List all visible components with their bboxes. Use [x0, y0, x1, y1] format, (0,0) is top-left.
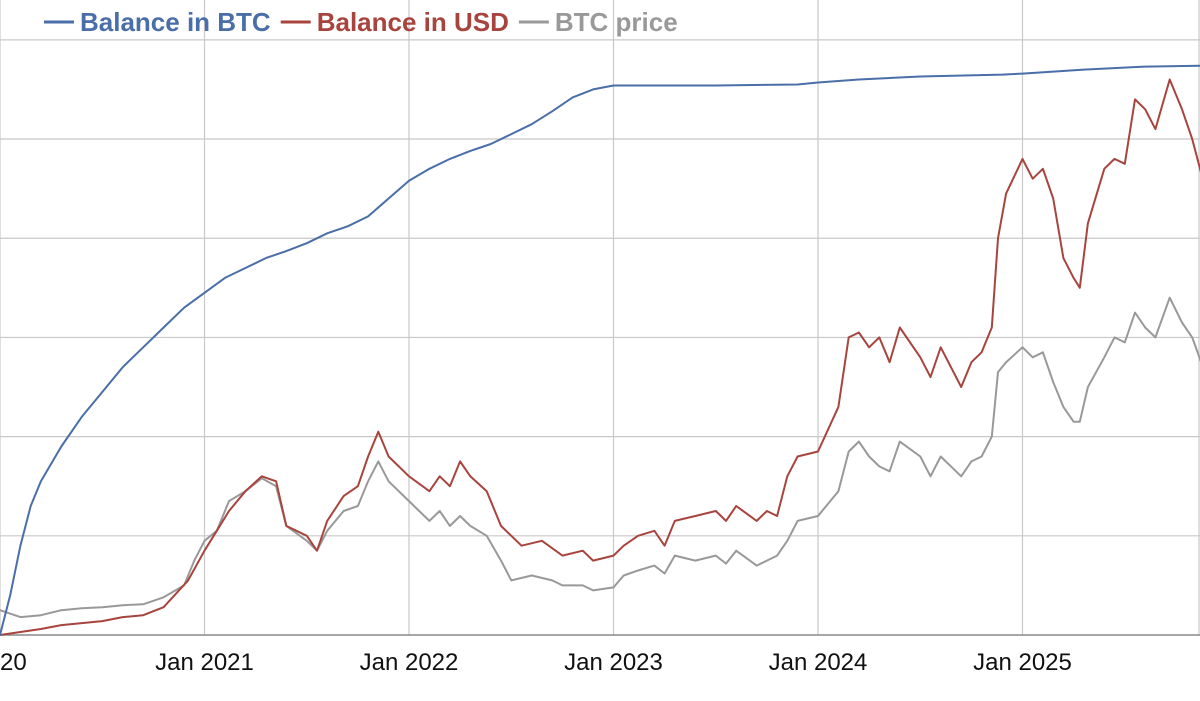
x-tick-label-1: Jan 2021: [155, 649, 254, 676]
legend-label-btc-price: BTC price: [555, 7, 678, 37]
x-tick-label-4: Jan 2024: [769, 649, 868, 676]
x-axis: 2020 Jan 2021 Jan 2022 Jan 2023 Jan 2024 Jan …: [0, 649, 1072, 676]
series-line-btc-price: [0, 296, 1200, 619]
legend-label-balance-in-usd: Balance in USD: [317, 7, 509, 37]
x-tick-label-0: 2020: [0, 649, 27, 676]
horizontal-gridlines: [0, 39, 1200, 636]
series-line-balance-in-btc: [0, 64, 1200, 636]
x-tick-label-2: Jan 2022: [360, 649, 459, 676]
series-layer: [0, 64, 1200, 636]
legend: Balance in BTC Balance in USD BTC price: [44, 7, 678, 37]
series-line-balance-in-usd: [0, 78, 1200, 636]
vertical-gridlines: [0, 0, 1200, 635]
x-tick-label-3: Jan 2023: [564, 649, 663, 676]
x-tick-label-5: Jan 2025: [973, 649, 1072, 676]
legend-label-balance-in-btc: Balance in BTC: [80, 7, 271, 37]
